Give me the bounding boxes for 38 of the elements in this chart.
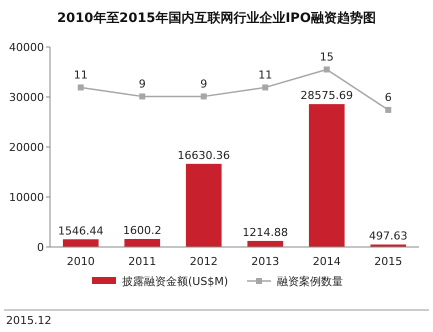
point: [200, 93, 207, 100]
x-tick-label: 2012: [190, 255, 218, 268]
legend-label: 披露融资金额(US$M): [122, 275, 228, 288]
point: [324, 66, 330, 72]
data-label: 15: [320, 50, 334, 64]
data-label: 1214.88: [242, 226, 288, 239]
data-label: 28575.69: [300, 89, 353, 102]
x-tick-label: 2013: [251, 255, 280, 268]
chart-title: 2010年至2015年国内互联网行业企业IPO融资趋势图: [57, 10, 376, 26]
point: [385, 106, 392, 113]
bar: [186, 164, 222, 247]
data-label: 497.63: [369, 230, 408, 243]
y-tick-label: 40000: [9, 41, 44, 54]
data-label: 1600.2: [123, 224, 162, 237]
legend-label: 融资案例数量: [277, 275, 343, 288]
data-label: 11: [74, 68, 88, 82]
y-tick-label: 0: [37, 241, 44, 254]
y-tick-label: 20000: [9, 141, 44, 154]
x-tick-label: 2011: [128, 255, 156, 268]
bar: [124, 239, 160, 247]
data-label: 1546.44: [58, 224, 104, 238]
x-tick-label: 2010: [66, 255, 95, 268]
point: [262, 84, 268, 90]
data-label: 16630.36: [178, 148, 230, 162]
y-tick-label: 10000: [9, 191, 44, 204]
data-label: 11: [258, 68, 272, 82]
data-label: 9: [138, 77, 146, 90]
data-label: 6: [384, 90, 392, 104]
bar: [308, 104, 345, 247]
point: [78, 84, 84, 90]
y-tick-label: 30000: [9, 91, 44, 104]
text: 2015.12: [6, 314, 52, 327]
bar: [247, 240, 284, 247]
data-label: 9: [200, 77, 208, 90]
x-tick-label: 2014: [312, 255, 341, 268]
point: [139, 93, 146, 100]
bar: [62, 239, 99, 247]
x-tick-label: 2015: [374, 255, 402, 268]
